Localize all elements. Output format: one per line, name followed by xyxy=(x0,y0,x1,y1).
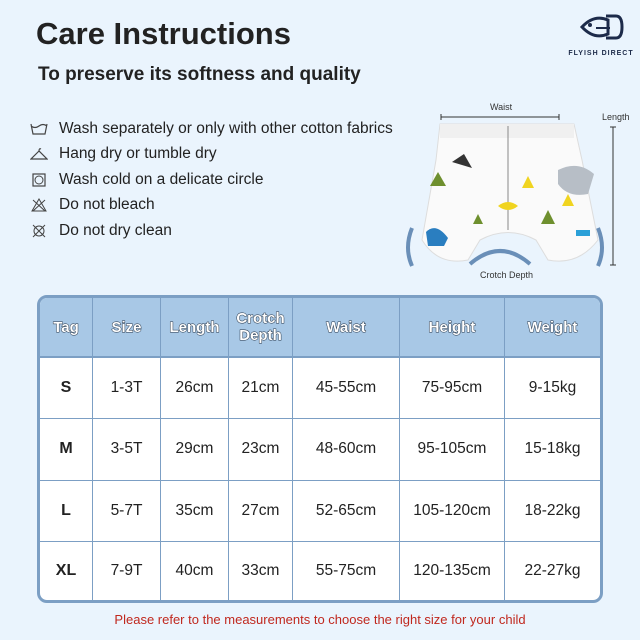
cell-crotch-depth: 21cm xyxy=(229,358,293,420)
wash-tub-icon xyxy=(30,121,48,137)
header-waist: Waist xyxy=(293,298,400,358)
cell-waist: 55-75cm xyxy=(293,541,400,600)
cell-crotch-depth: 23cm xyxy=(229,419,293,481)
table-header-row: Tag Size Length Crotch Depth Waist Heigh… xyxy=(40,298,600,358)
page-subtitle: To preserve its softness and quality xyxy=(38,64,361,85)
cell-waist: 45-55cm xyxy=(293,358,400,420)
cell-length: 26cm xyxy=(161,358,229,420)
no-bleach-icon xyxy=(30,197,48,213)
fish-logo-icon xyxy=(579,14,624,40)
care-item: Wash cold on a delicate circle xyxy=(30,167,393,193)
cell-weight: 9-15kg xyxy=(505,358,600,420)
header-crotch-depth: Crotch Depth xyxy=(229,298,293,358)
cell-size: 3-5T xyxy=(93,419,161,481)
table-row: M 3-5T 29cm 23cm 48-60cm 95-105cm 15-18k… xyxy=(40,419,600,481)
cell-tag: XL xyxy=(40,541,93,600)
waist-measure-line xyxy=(440,114,560,120)
hanger-icon xyxy=(30,146,48,162)
care-list: Wash separately or only with other cotto… xyxy=(30,116,393,244)
care-item: Wash separately or only with other cotto… xyxy=(30,116,393,142)
cell-waist: 52-65cm xyxy=(293,480,400,542)
cell-height: 75-95cm xyxy=(400,358,505,420)
cell-weight: 15-18kg xyxy=(505,419,600,481)
cell-crotch-depth: 33cm xyxy=(229,541,293,600)
table-row: L 5-7T 35cm 27cm 52-65cm 105-120cm 18-22… xyxy=(40,480,600,542)
crotch-arrows xyxy=(406,227,604,267)
care-item: Do not bleach xyxy=(30,193,393,219)
size-chart-table: Tag Size Length Crotch Depth Waist Heigh… xyxy=(37,295,603,603)
cell-tag: S xyxy=(40,358,93,420)
tumble-dry-icon xyxy=(30,172,48,188)
brand-logo: FLYISH DIRECT xyxy=(566,10,636,57)
table-row: S 1-3T 26cm 21cm 45-55cm 75-95cm 9-15kg xyxy=(40,358,600,420)
cell-height: 95-105cm xyxy=(400,419,505,481)
cell-height: 120-135cm xyxy=(400,541,505,600)
header-length: Length xyxy=(161,298,229,358)
care-label: Do not bleach xyxy=(59,196,155,214)
header-height: Height xyxy=(400,298,505,358)
waist-label: Waist xyxy=(490,102,513,112)
cell-tag: L xyxy=(40,480,93,542)
cell-weight: 18-22kg xyxy=(505,481,600,542)
no-dry-clean-icon xyxy=(30,223,48,239)
header-size: Size xyxy=(93,298,161,358)
length-measure-line xyxy=(610,126,616,266)
cell-tag: M xyxy=(40,419,93,481)
cell-crotch-depth: 27cm xyxy=(229,480,293,542)
shorts-diagram: Waist Length Crotch Depth xyxy=(400,98,640,283)
table-row: XL 7-9T 40cm 33cm 55-75cm 120-135cm 22-2… xyxy=(40,541,600,600)
care-item: Hang dry or tumble dry xyxy=(30,142,393,168)
header-tag: Tag xyxy=(40,298,93,358)
cell-length: 40cm xyxy=(161,541,229,600)
cell-length: 35cm xyxy=(161,480,229,542)
length-label: Length xyxy=(602,112,630,122)
cell-waist: 48-60cm xyxy=(293,419,400,481)
size-note: Please refer to the measurements to choo… xyxy=(114,612,526,627)
care-label: Do not dry clean xyxy=(59,221,172,239)
care-item: Do not dry clean xyxy=(30,218,393,244)
cell-size: 7-9T xyxy=(93,541,161,600)
crotch-depth-label: Crotch Depth xyxy=(480,270,534,280)
cell-height: 105-120cm xyxy=(400,480,505,542)
care-label: Wash separately or only with other cotto… xyxy=(59,119,393,137)
cell-weight: 22-27kg xyxy=(524,561,581,579)
shorts-image xyxy=(421,123,599,262)
cell-size: 5-7T xyxy=(93,480,161,542)
cell-size: 1-3T xyxy=(93,358,161,420)
care-label: Hang dry or tumble dry xyxy=(59,145,217,163)
page-title: Care Instructions xyxy=(36,16,291,51)
care-label: Wash cold on a delicate circle xyxy=(59,170,264,188)
header-weight: Weight xyxy=(505,298,600,358)
cell-length: 29cm xyxy=(161,419,229,481)
logo-text: FLYISH DIRECT xyxy=(568,50,634,57)
